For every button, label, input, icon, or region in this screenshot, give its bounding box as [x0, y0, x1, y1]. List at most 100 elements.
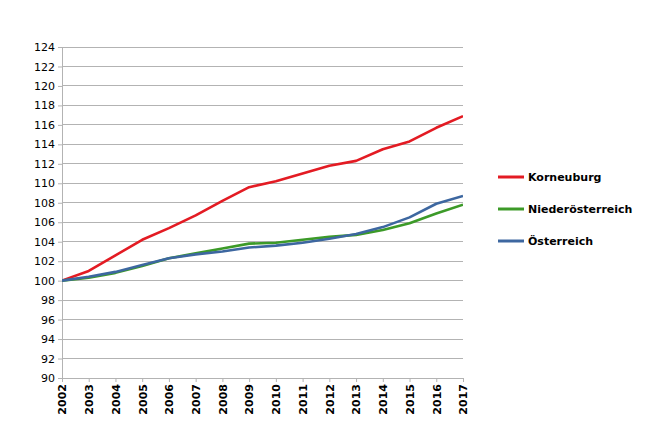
tick: 108 — [34, 197, 62, 210]
tick-label: 2002 — [56, 384, 69, 415]
grid-line — [62, 280, 463, 281]
grid-line — [62, 261, 463, 262]
tick-label: 114 — [34, 138, 55, 151]
tick-mark — [58, 359, 62, 360]
tick-mark — [276, 378, 277, 382]
legend-swatch — [498, 240, 524, 243]
grid-line — [62, 66, 463, 67]
tick: 2011 — [297, 378, 310, 415]
tick-label: 2011 — [297, 384, 310, 415]
tick-mark — [436, 378, 437, 382]
tick-label: 92 — [41, 353, 55, 366]
tick: 2003 — [83, 378, 96, 415]
tick-label: 2016 — [431, 384, 444, 415]
tick: 120 — [34, 80, 62, 93]
tick-label: 98 — [41, 294, 55, 307]
tick-mark — [58, 66, 62, 67]
tick-label: 2009 — [243, 384, 256, 415]
grid-line — [62, 222, 463, 223]
tick-label: 106 — [34, 216, 55, 229]
tick: 2014 — [377, 378, 390, 415]
tick: 116 — [34, 119, 62, 132]
tick-mark — [142, 378, 143, 382]
tick-label: 2005 — [137, 384, 150, 415]
tick-mark — [58, 339, 62, 340]
legend-swatch — [498, 176, 524, 179]
tick: 104 — [34, 236, 62, 249]
tick: 2002 — [56, 378, 69, 415]
tick: 2010 — [270, 378, 283, 415]
tick: 106 — [34, 216, 62, 229]
tick: 2007 — [190, 378, 203, 415]
tick: 112 — [34, 158, 62, 171]
legend-label: Niederösterreich — [528, 203, 632, 216]
tick: 102 — [34, 255, 62, 268]
tick-label: 2007 — [190, 384, 203, 415]
tick-mark — [329, 378, 330, 382]
tick-mark — [196, 378, 197, 382]
plot-lines — [62, 116, 463, 281]
tick: 2006 — [163, 378, 176, 415]
tick-mark — [410, 378, 411, 382]
tick: 2008 — [217, 378, 230, 415]
tick-label: 2010 — [270, 384, 283, 415]
tick-label: 2015 — [404, 384, 417, 415]
tick-mark — [58, 164, 62, 165]
grid-line — [62, 47, 463, 48]
tick: 114 — [34, 138, 62, 151]
tick-label: 2008 — [217, 384, 230, 415]
grid-line — [62, 339, 463, 340]
tick: 2009 — [243, 378, 256, 415]
tick-mark — [463, 378, 464, 382]
tick-mark — [58, 378, 62, 379]
tick-mark — [58, 203, 62, 204]
tick-mark — [58, 105, 62, 106]
tick: 2016 — [431, 378, 444, 415]
tick-mark — [356, 378, 357, 382]
x-axis: 2002 2003 2004 2005 2006 2007 2008 2009 2010 2011… — [56, 378, 470, 415]
tick-mark — [169, 378, 170, 382]
tick-mark — [58, 183, 62, 184]
grid-line — [62, 378, 463, 379]
tick: 2004 — [110, 378, 123, 415]
tick: 2005 — [137, 378, 150, 415]
tick: 2013 — [350, 378, 363, 415]
axis-line — [62, 48, 63, 379]
grid-line — [62, 163, 463, 164]
tick: 124 — [34, 41, 62, 54]
grid-line — [62, 85, 463, 86]
tick-mark — [58, 320, 62, 321]
tick-mark — [58, 125, 62, 126]
chart: 9092949698100102104106108110112114116118… — [0, 0, 669, 432]
grid-line — [62, 105, 463, 106]
tick: 2015 — [404, 378, 417, 415]
tick-label: 108 — [34, 197, 55, 210]
tick-label: 2004 — [110, 384, 123, 415]
tick: 94 — [41, 333, 62, 346]
series-line — [62, 196, 463, 281]
tick-label: 2014 — [377, 384, 390, 415]
tick-label: 2006 — [163, 384, 176, 415]
tick-mark — [62, 378, 63, 382]
tick-label: 2003 — [83, 384, 96, 415]
tick-label: 90 — [41, 372, 55, 385]
tick-mark — [58, 222, 62, 223]
tick: 118 — [34, 99, 62, 112]
tick: 90 — [41, 372, 62, 385]
tick-label: 122 — [34, 60, 55, 73]
tick: 100 — [34, 275, 62, 288]
tick: 2017 — [457, 378, 470, 415]
tick-mark — [222, 378, 223, 382]
tick-label: 2013 — [350, 384, 363, 415]
legend-label: Österreich — [528, 234, 593, 248]
tick-mark — [58, 300, 62, 301]
tick-label: 2017 — [457, 384, 470, 415]
series-line — [62, 116, 463, 281]
tick-mark — [383, 378, 384, 382]
tick-label: 104 — [34, 236, 55, 249]
y-axis: 9092949698100102104106108110112114116118… — [34, 41, 63, 385]
legend: KorneuburgNiederösterreichÖsterreich — [498, 171, 632, 248]
tick-label: 112 — [34, 158, 55, 171]
tick: 2012 — [324, 378, 337, 415]
tick: 96 — [41, 314, 62, 327]
